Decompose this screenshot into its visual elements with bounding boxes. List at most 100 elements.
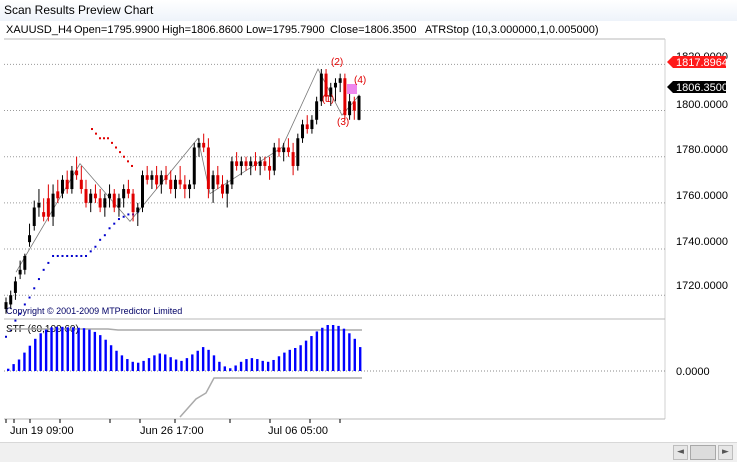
close-label: Close=1806.3500: [330, 24, 417, 36]
time-tick-label: Jun 19 09:00: [10, 425, 74, 437]
atr-stop-dot: [42, 268, 45, 271]
chevron-right-icon: ►: [722, 447, 729, 457]
price-tick-label: 1720.0000: [676, 280, 728, 292]
oscillator-bar: [93, 331, 97, 371]
oscillator-bar: [131, 361, 134, 371]
atr-stop-dot: [47, 261, 50, 264]
candle-body: [244, 161, 248, 166]
stop-price-value: 1817.8964: [676, 57, 728, 69]
candle-body: [145, 175, 149, 180]
candle-body: [324, 73, 328, 97]
copyright-text: Copyright © 2001-2009 MTPredictor Limite…: [6, 306, 182, 316]
oscillator-bar: [82, 328, 86, 371]
candle-body: [352, 101, 356, 111]
oscillator-bar: [250, 358, 254, 371]
oscillator-bar: [17, 359, 21, 371]
candle-body: [159, 175, 163, 185]
candle-body: [211, 175, 215, 190]
oscillator-bar: [342, 328, 346, 371]
candle-body: [9, 295, 13, 305]
oscillator-bar: [272, 359, 275, 371]
candle-body: [291, 152, 295, 166]
candle-body: [348, 101, 352, 116]
candle-body: [23, 255, 27, 270]
oscillator-bar: [245, 359, 248, 371]
candle-body: [4, 302, 8, 310]
symbol-label: XAUUSD_H4: [6, 24, 72, 36]
candle-body: [258, 161, 262, 166]
candle-body: [329, 87, 333, 97]
oscillator-bar: [218, 361, 221, 371]
oscillator-bar: [61, 326, 64, 371]
candle-body: [225, 184, 229, 194]
oscillator-bars: [7, 325, 362, 371]
candle-body: [253, 161, 257, 166]
oscillator-bar: [283, 352, 286, 371]
candle-body: [126, 189, 130, 194]
atr-stop-dot: [14, 319, 17, 322]
oscillator-bar: [50, 327, 53, 371]
candle-body: [343, 78, 347, 116]
atr-stop-dot: [99, 137, 101, 140]
oscillator-bar: [288, 349, 291, 371]
oscillator-bar: [158, 353, 162, 371]
oscillator-bar: [294, 348, 297, 371]
candle-body: [51, 193, 55, 217]
candle-body: [305, 124, 309, 130]
candle-body: [13, 281, 17, 293]
atr-stop-dot: [117, 218, 120, 221]
atr-stop-dot: [131, 164, 133, 167]
price-chart[interactable]: XAUUSD_H4 Open=1795.9900 High=1806.8600 …: [0, 21, 737, 442]
candle-body: [18, 269, 22, 275]
candle-body: [32, 207, 36, 226]
candle-body: [206, 147, 210, 190]
candle-body: [235, 161, 239, 166]
atr-stop-dot: [94, 245, 97, 248]
candle-body: [112, 193, 116, 208]
candle-body: [239, 161, 243, 166]
atr-stop-dot: [122, 215, 125, 218]
candle-body: [310, 119, 314, 130]
oscillator-bar: [7, 368, 10, 371]
oscillator-bar: [310, 336, 313, 371]
candle-body: [197, 142, 201, 148]
candle-body: [333, 82, 337, 88]
wave-label-2: (2): [331, 57, 343, 68]
candle-body: [319, 73, 323, 102]
candle-body: [183, 184, 187, 190]
close-price-marker: 1806.3500: [667, 81, 728, 94]
wave-label-3: (3): [337, 117, 349, 128]
oscillator-bar: [299, 345, 302, 371]
atr-stop-dot: [111, 141, 113, 144]
oscillator-bar: [164, 354, 167, 371]
scroll-left-button[interactable]: ◄: [673, 445, 688, 460]
candle-body: [122, 189, 126, 199]
candle-body: [103, 198, 107, 208]
oscillator-zero-tick: 0.0000: [676, 366, 710, 378]
candle-body: [56, 191, 60, 199]
horizontal-scrollbar[interactable]: ◄ ►: [0, 442, 737, 462]
oscillator-bar: [88, 329, 91, 371]
candle-body: [192, 147, 196, 185]
candle-body: [70, 170, 74, 190]
atr-stop-dot: [70, 254, 73, 257]
oscillator-bar: [229, 368, 232, 371]
oscillator-bar: [34, 338, 37, 371]
oscillator-bar: [191, 354, 194, 371]
oscillator-bar: [256, 359, 259, 371]
oscillator-bar: [169, 357, 172, 371]
chart-window: [0, 21, 737, 461]
oscillator-bar: [180, 360, 183, 371]
candle-body: [155, 175, 159, 185]
candle-body: [46, 198, 50, 217]
candle-body: [268, 165, 272, 171]
scroll-thumb[interactable]: [690, 445, 716, 460]
candle-body: [249, 161, 253, 166]
candle-body: [178, 179, 182, 185]
oscillator-bar: [115, 350, 118, 371]
oscillator-bar: [174, 359, 178, 371]
candle-body: [277, 147, 281, 153]
scroll-right-button[interactable]: ►: [718, 445, 733, 460]
candle-body: [28, 235, 32, 243]
candle-body: [84, 189, 88, 203]
